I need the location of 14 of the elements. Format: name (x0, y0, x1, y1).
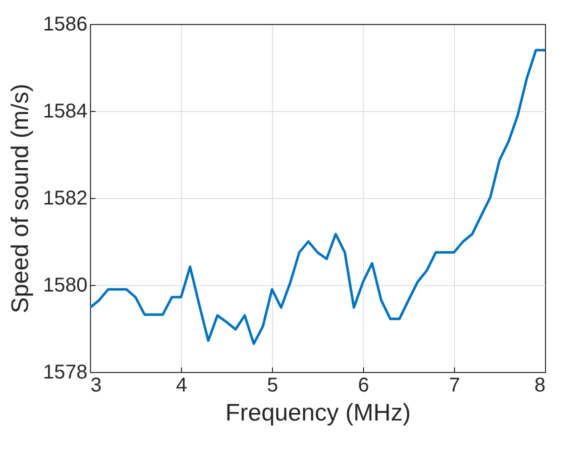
y-tick-label: 1578 (43, 362, 88, 384)
x-tick-label: 7 (448, 374, 460, 396)
x-axis-title: Frequency (MHz) (225, 400, 411, 426)
y-tick-label: 1584 (43, 100, 88, 122)
x-tick-label: 3 (90, 374, 102, 396)
y-tick-label: 1586 (43, 14, 88, 36)
y-tick-label: 1582 (43, 188, 88, 210)
x-tick-label: 8 (534, 374, 546, 396)
y-axis-title: Speed of sound (m/s) (7, 84, 34, 314)
x-tick-label: 6 (358, 374, 370, 396)
x-tick-label: 4 (176, 374, 188, 396)
line-series (90, 48, 545, 345)
x-tick-label: 5 (266, 374, 278, 396)
y-tick-label: 1580 (43, 274, 88, 296)
